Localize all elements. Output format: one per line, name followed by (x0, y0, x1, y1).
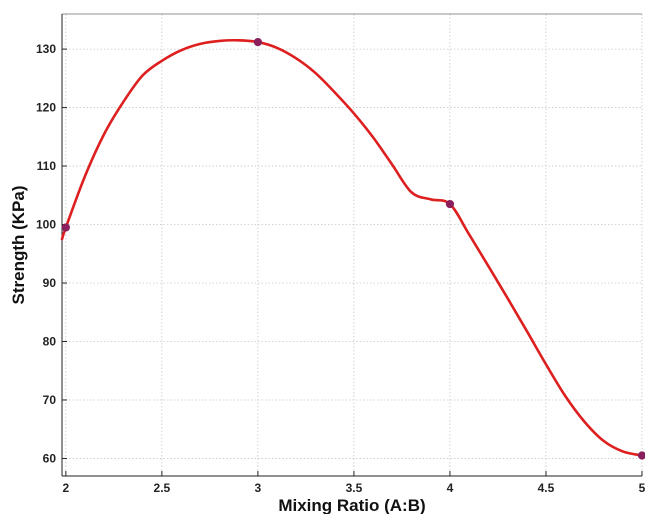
y-tick-label: 70 (43, 393, 57, 407)
series-line (60, 38, 644, 457)
y-axis-title: Strength (KPa) (9, 186, 28, 305)
x-tick-label: 2 (62, 481, 69, 495)
y-tick-label: 120 (36, 101, 56, 115)
data-point (253, 37, 262, 47)
series (60, 37, 645, 460)
x-tick-label: 3 (255, 481, 262, 495)
y-tick-label: 110 (37, 159, 57, 173)
y-tick-label: 100 (36, 218, 56, 232)
y-tick-label: 60 (43, 451, 57, 465)
data-point (61, 223, 70, 232)
plot-background (62, 14, 642, 476)
y-tick-label: 80 (43, 334, 57, 348)
x-tick-label: 4 (447, 481, 454, 495)
data-point (445, 199, 455, 209)
y-tick-label: 130 (36, 42, 56, 56)
grid (62, 14, 643, 476)
axes: 2 2.5 3 3.5 4 4.5 5 60 70 80 90 100 110 120 130 (36, 13, 645, 495)
y-tick-label: 90 (43, 276, 57, 290)
x-tick-label: 2.5 (154, 481, 171, 495)
x-axis-title: Mixing Ratio (A:B) (278, 496, 425, 514)
data-point (637, 451, 645, 460)
x-tick-label: 3.5 (346, 481, 363, 495)
x-tick-label: 4.5 (538, 481, 555, 495)
labels: Mixing Ratio (A:B) Strength (KPa) (9, 186, 426, 514)
x-tick-label: 5 (639, 481, 645, 495)
